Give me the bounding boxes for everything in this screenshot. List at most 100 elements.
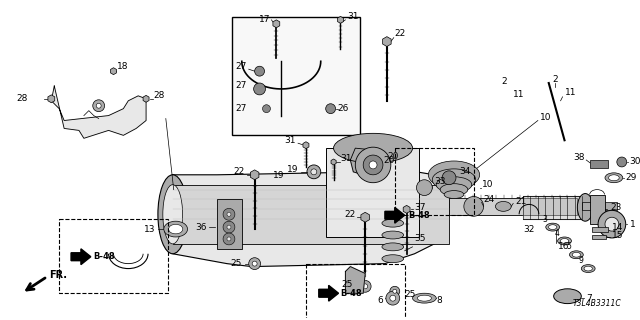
Text: 20: 20 — [387, 152, 398, 161]
Polygon shape — [273, 20, 280, 28]
Text: 35: 35 — [415, 235, 426, 244]
Circle shape — [363, 155, 383, 175]
Ellipse shape — [164, 221, 188, 237]
Circle shape — [605, 217, 619, 231]
Polygon shape — [331, 159, 336, 165]
Text: 31: 31 — [348, 12, 359, 21]
Circle shape — [223, 233, 235, 245]
Text: 14: 14 — [612, 223, 623, 232]
Ellipse shape — [382, 255, 404, 263]
Text: 7: 7 — [586, 294, 592, 303]
Bar — [306, 264, 404, 320]
Bar — [217, 199, 242, 249]
Circle shape — [359, 280, 371, 292]
Ellipse shape — [605, 173, 623, 183]
Text: 33: 33 — [435, 177, 445, 186]
Ellipse shape — [163, 185, 182, 244]
Bar — [449, 197, 577, 215]
Ellipse shape — [546, 223, 559, 231]
Ellipse shape — [168, 224, 183, 234]
Text: 13: 13 — [145, 225, 156, 234]
Text: 6: 6 — [377, 296, 383, 305]
Circle shape — [390, 286, 400, 296]
Text: 10: 10 — [482, 180, 493, 189]
Text: 24: 24 — [484, 195, 495, 204]
Circle shape — [252, 261, 257, 266]
Ellipse shape — [382, 219, 404, 227]
Text: 2: 2 — [553, 75, 558, 84]
Ellipse shape — [577, 194, 593, 221]
Polygon shape — [383, 36, 391, 46]
Text: 21: 21 — [515, 197, 527, 206]
Text: 10: 10 — [540, 113, 551, 122]
Polygon shape — [143, 95, 149, 102]
Text: 15: 15 — [612, 231, 623, 241]
Ellipse shape — [440, 184, 468, 196]
Text: 18: 18 — [116, 62, 128, 71]
Ellipse shape — [584, 266, 593, 271]
Ellipse shape — [581, 265, 595, 273]
Ellipse shape — [557, 237, 572, 245]
Circle shape — [417, 180, 432, 196]
Text: 31: 31 — [340, 154, 352, 163]
Text: 3: 3 — [543, 215, 548, 224]
Bar — [173, 185, 449, 244]
Ellipse shape — [444, 191, 464, 198]
Text: 22: 22 — [344, 210, 355, 219]
Text: 27: 27 — [236, 104, 247, 113]
Ellipse shape — [382, 231, 404, 239]
Text: 30: 30 — [630, 157, 640, 166]
Text: T3L4B3311C: T3L4B3311C — [573, 299, 622, 308]
Text: 9: 9 — [579, 256, 583, 265]
Circle shape — [227, 225, 231, 229]
Text: 5: 5 — [566, 242, 572, 251]
Ellipse shape — [158, 175, 188, 254]
Text: 11: 11 — [564, 88, 576, 97]
Text: 36: 36 — [196, 223, 207, 232]
Text: 32: 32 — [523, 225, 534, 234]
Text: 34: 34 — [459, 167, 470, 176]
Ellipse shape — [570, 251, 583, 259]
Text: 29: 29 — [626, 173, 637, 182]
Bar — [326, 148, 419, 237]
Bar — [582, 203, 617, 210]
Polygon shape — [337, 16, 344, 23]
Polygon shape — [166, 170, 449, 267]
Circle shape — [223, 221, 235, 233]
Circle shape — [255, 66, 264, 76]
Text: 4: 4 — [555, 228, 559, 237]
Polygon shape — [71, 249, 91, 265]
Text: B-48: B-48 — [340, 289, 362, 298]
Polygon shape — [350, 148, 380, 178]
Polygon shape — [523, 196, 582, 219]
Polygon shape — [361, 212, 369, 222]
Circle shape — [249, 258, 260, 269]
Ellipse shape — [432, 169, 476, 191]
Text: 23: 23 — [610, 203, 621, 212]
Circle shape — [598, 210, 626, 238]
Circle shape — [393, 289, 397, 293]
Text: 37: 37 — [415, 203, 426, 212]
Circle shape — [223, 208, 235, 220]
Text: 22: 22 — [234, 167, 244, 176]
Ellipse shape — [417, 295, 431, 301]
Text: 19: 19 — [287, 165, 298, 174]
Bar — [590, 160, 608, 168]
Text: 11: 11 — [513, 90, 525, 100]
Circle shape — [464, 196, 484, 216]
Text: 1: 1 — [630, 220, 636, 229]
Text: 16: 16 — [557, 242, 569, 251]
Text: 19: 19 — [273, 171, 284, 180]
Ellipse shape — [413, 293, 436, 303]
Bar — [395, 148, 474, 215]
Ellipse shape — [436, 177, 472, 193]
Text: 31: 31 — [285, 136, 296, 145]
Bar — [60, 219, 168, 293]
Ellipse shape — [495, 202, 511, 211]
Polygon shape — [51, 86, 146, 138]
Text: B-48: B-48 — [93, 252, 115, 261]
Text: 25: 25 — [341, 280, 353, 289]
Ellipse shape — [554, 289, 581, 304]
Text: 38: 38 — [573, 153, 585, 162]
Polygon shape — [319, 285, 339, 301]
